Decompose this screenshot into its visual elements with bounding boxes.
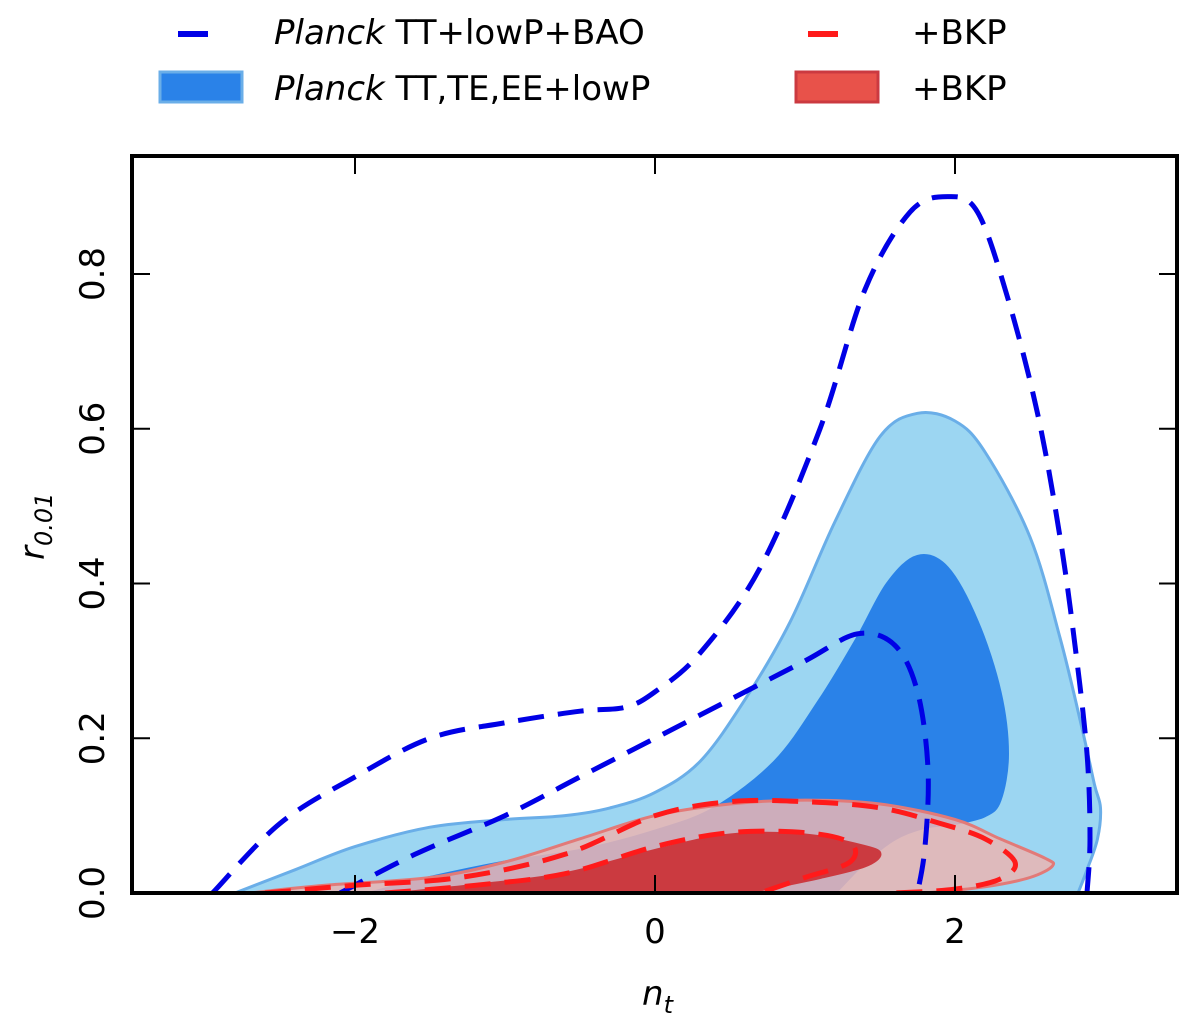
contour-4-dashed — [210, 194, 1093, 893]
y-axis-label: r0.01 — [13, 493, 58, 560]
y-tick-label: 0.0 — [73, 866, 113, 920]
legend-swatch-planck-ttteee — [158, 70, 244, 104]
axis-ticks: −2 0 2 0.0 0.2 0.4 0.6 0.8 — [73, 154, 1179, 952]
legend-label-bkp-filled: +BKP — [912, 69, 1007, 109]
contour-7-dashed — [384, 828, 859, 893]
x-tick-label: −2 — [330, 912, 380, 952]
plot-area — [210, 194, 1103, 893]
contour-5-dashed — [338, 630, 931, 893]
x-tick-label: 2 — [944, 912, 966, 952]
y-tick-label: 0.2 — [73, 711, 113, 765]
legend-swatch-bkp-filled — [794, 70, 880, 104]
legend: Planck TT+lowP+BAO +BKP Planck TT,TE,EE+… — [158, 13, 1007, 109]
y-tick-label: 0.6 — [73, 402, 113, 456]
x-tick-label: 0 — [644, 912, 666, 952]
legend-label-planck-bao: Planck TT+lowP+BAO — [274, 13, 645, 53]
y-tick-label: 0.4 — [73, 556, 113, 610]
y-tick-label: 0.8 — [73, 247, 113, 301]
x-axis-label: nt — [642, 974, 675, 1019]
legend-label-planck-ttteee: Planck TT,TE,EE+lowP — [274, 69, 650, 109]
legend-label-bkp-dashed: +BKP — [912, 13, 1007, 53]
